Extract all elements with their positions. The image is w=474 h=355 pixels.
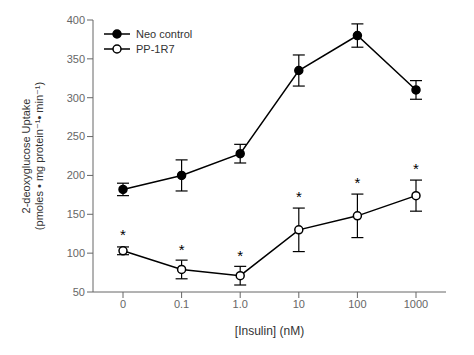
html-text:PP-1R7: PP-1R7	[136, 43, 175, 55]
svg-text:*: *	[354, 174, 360, 191]
svg-text:100: 100	[348, 298, 366, 310]
svg-text:300: 300	[67, 92, 85, 104]
html-text:Neo control: Neo control	[136, 28, 193, 40]
svg-text:100: 100	[67, 247, 85, 259]
svg-text:10: 10	[293, 298, 305, 310]
svg-text:*: *	[120, 226, 126, 243]
svg-text:50: 50	[73, 286, 85, 298]
svg-text:1000: 1000	[404, 298, 428, 310]
svg-text:0: 0	[120, 298, 126, 310]
svg-text:200: 200	[67, 169, 85, 181]
svg-text:350: 350	[67, 53, 85, 65]
svg-text:2-deoxyglucose Uptake(pmoles •: 2-deoxyglucose Uptake(pmoles • mg protei…	[20, 82, 45, 230]
svg-text:400: 400	[67, 14, 85, 26]
svg-text:0.1: 0.1	[174, 298, 189, 310]
svg-text:[Insulin] (nM): [Insulin] (nM)	[235, 324, 304, 338]
svg-text:150: 150	[67, 208, 85, 220]
svg-text:*: *	[179, 241, 185, 258]
svg-text:250: 250	[67, 130, 85, 142]
svg-text:1.0: 1.0	[233, 298, 248, 310]
svg-text:*: *	[296, 188, 302, 205]
svg-text:*: *	[237, 247, 243, 264]
svg-text:*: *	[413, 160, 419, 177]
